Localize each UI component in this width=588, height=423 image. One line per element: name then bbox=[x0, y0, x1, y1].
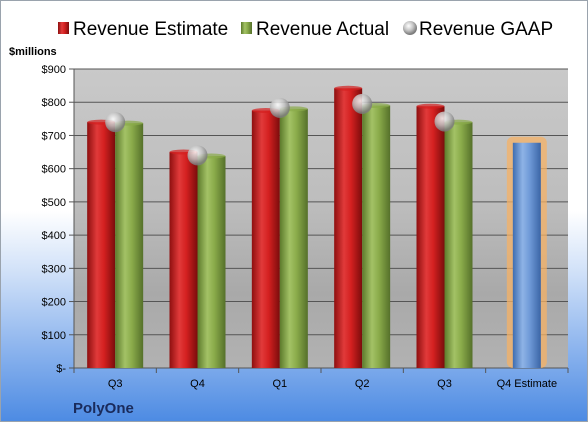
revenue-estimate-bar bbox=[251, 110, 280, 369]
x-tick-label: Q3 bbox=[108, 378, 123, 390]
x-tick-label: Q3 bbox=[437, 378, 452, 390]
revenue-actual-bar bbox=[362, 105, 391, 369]
y-tick-label: $600 bbox=[42, 164, 66, 176]
revenue-estimate-bar bbox=[416, 106, 445, 368]
legend: Revenue Estimate Revenue Actual Revenue GA… bbox=[58, 19, 553, 40]
revenue-actual-bar bbox=[197, 156, 226, 368]
x-axis-labels: Q3 Q4 Q1 Q2 Q3 Q4 Estimate bbox=[108, 378, 557, 390]
revenue-estimate-bar-top bbox=[416, 103, 445, 109]
y-tick-label: $200 bbox=[42, 297, 66, 309]
legend-swatch bbox=[241, 22, 252, 34]
x-tick-label: Q1 bbox=[272, 378, 287, 390]
y-tick-label: $900 bbox=[42, 64, 66, 76]
x-tick-label: Q2 bbox=[355, 378, 370, 390]
y-unit-label: $millions bbox=[9, 46, 57, 58]
y-tick-label: $100 bbox=[42, 330, 66, 342]
revenue-gaap-marker bbox=[352, 93, 373, 114]
revenue-estimate-bar bbox=[87, 122, 116, 369]
revenue-gaap-marker bbox=[269, 97, 290, 118]
y-tick-label: $800 bbox=[42, 97, 66, 109]
x-tick-label: Q4 bbox=[190, 378, 205, 390]
y-axis-labels: $- $100 $200 $300 $400 $500 $600 $700 $800 $900 bbox=[42, 64, 67, 375]
legend-label: Revenue Actual bbox=[256, 19, 389, 40]
revenue-actual-bar bbox=[444, 122, 473, 369]
y-tick-label: $700 bbox=[42, 130, 66, 142]
revenue-estimate-bar-top bbox=[334, 85, 363, 91]
revenue-estimate-forecast-bar bbox=[512, 142, 541, 368]
legend-swatch bbox=[403, 21, 417, 35]
legend-label: Revenue GAAP bbox=[419, 19, 553, 40]
gaap-markers bbox=[105, 93, 455, 166]
plot-area bbox=[74, 69, 568, 368]
revenue-estimate-bar bbox=[334, 88, 363, 368]
revenue-actual-bar bbox=[115, 123, 144, 368]
revenue-gaap-marker bbox=[105, 112, 126, 133]
bars bbox=[87, 85, 547, 369]
y-tick-label: $500 bbox=[42, 197, 66, 209]
legend-label: Revenue Estimate bbox=[73, 19, 228, 40]
y-tick-label: $400 bbox=[42, 230, 66, 242]
x-tick-label: Q4 Estimate bbox=[497, 378, 558, 390]
company-name: PolyOne bbox=[73, 400, 134, 417]
legend-swatch bbox=[58, 22, 69, 34]
revenue-gaap-marker bbox=[434, 111, 455, 132]
y-tick-label: $300 bbox=[42, 263, 66, 275]
gridlines bbox=[69, 68, 569, 373]
y-tick-label: $- bbox=[56, 363, 66, 375]
revenue-estimate-bar bbox=[169, 152, 198, 368]
revenue-actual-bar bbox=[279, 108, 308, 368]
revenue-gaap-marker bbox=[187, 145, 208, 166]
